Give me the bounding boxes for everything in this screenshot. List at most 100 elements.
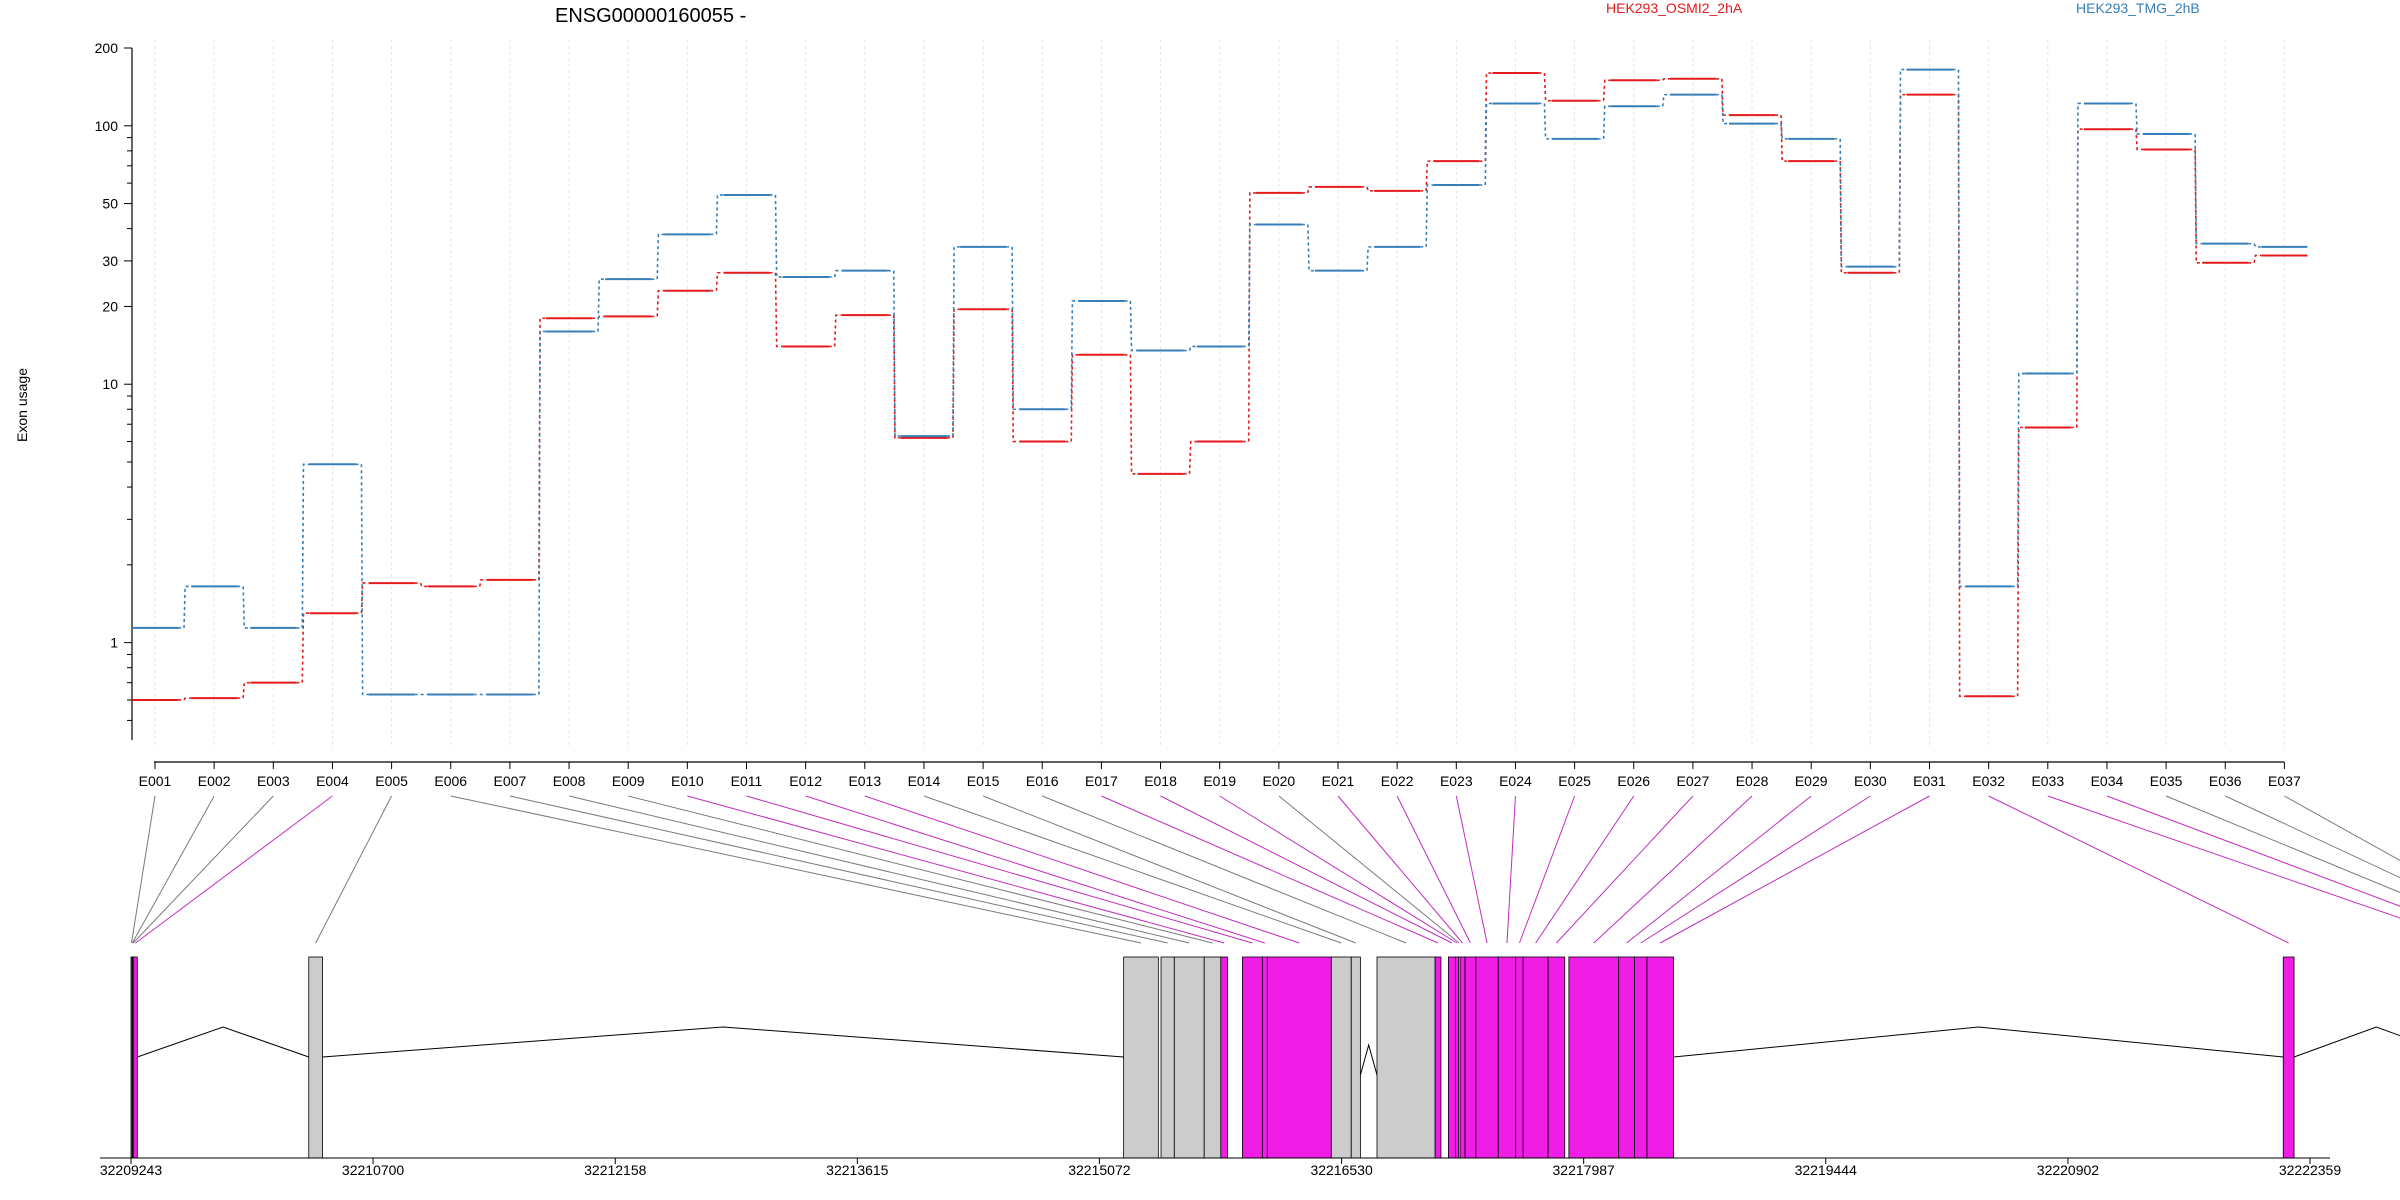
- exon-label: E007: [494, 773, 527, 789]
- exon-label: E012: [789, 773, 822, 789]
- series-connector: [1834, 138, 1848, 268]
- y-tick-label: 30: [102, 253, 118, 269]
- exon-label: E003: [257, 773, 290, 789]
- exon-block: [1522, 956, 1549, 1159]
- series-connector: [237, 585, 251, 629]
- exon-connector: [1626, 795, 1812, 944]
- intron-line: [2293, 1026, 2400, 1058]
- series-connector: [296, 463, 310, 629]
- exon-connector: [131, 795, 215, 944]
- y-tick-label: 20: [102, 298, 118, 314]
- series-connector: [1420, 184, 1434, 248]
- series-connector: [769, 271, 783, 348]
- exon-connector: [1640, 795, 1871, 944]
- series-connector: [710, 194, 724, 236]
- exon-connector: [1042, 795, 1407, 944]
- exon-block: [1634, 956, 1648, 1159]
- series-connector: [1420, 160, 1434, 192]
- exon-label: E001: [139, 773, 172, 789]
- y-tick-label: 1: [110, 635, 118, 651]
- series-connector: [1893, 93, 1907, 274]
- exon-label: E008: [553, 773, 586, 789]
- intron-line: [1673, 1026, 2284, 1058]
- exon-connector: [687, 795, 1225, 944]
- coord-label: 32217987: [1553, 1162, 1616, 1178]
- series-connector: [1893, 68, 1907, 268]
- coord-label: 32220902: [2037, 1162, 2100, 1178]
- exon-connector: [568, 795, 1190, 944]
- exon-connector: [132, 795, 274, 944]
- exon-block: [1618, 956, 1635, 1159]
- exon-block: [1434, 956, 1442, 1159]
- exon-label: E018: [1144, 773, 1177, 789]
- exon-label: E011: [731, 773, 763, 789]
- series-connector: [2248, 242, 2262, 248]
- exon-label: E036: [2209, 773, 2242, 789]
- exon-label: E019: [1203, 773, 1236, 789]
- exon-connector: [1506, 795, 1516, 944]
- exon-label: E013: [848, 773, 881, 789]
- series-connector: [2070, 128, 2084, 429]
- exon-connector: [1518, 795, 1576, 944]
- intron-line: [322, 1026, 1124, 1058]
- exon-connector: [1535, 795, 1635, 944]
- exon-connector: [450, 795, 1142, 944]
- exon-label: E021: [1322, 773, 1355, 789]
- genomic-coordinate-axis: 32209243 32210700 32212158 32213615 32215072…: [100, 1157, 2341, 1178]
- exon-block: [1475, 956, 1499, 1159]
- exon-block: [1497, 956, 1517, 1159]
- exon-label: E030: [1854, 773, 1887, 789]
- series-connector: [1538, 102, 1552, 140]
- series-connector: [2011, 372, 2025, 588]
- exon-connector: [315, 795, 393, 944]
- exon-block: [1203, 956, 1222, 1159]
- coord-label: 32210700: [342, 1162, 405, 1178]
- series-1: [132, 72, 2308, 701]
- exon-label: E006: [434, 773, 467, 789]
- exon-connector: [2165, 795, 2400, 894]
- series-connector: [473, 579, 487, 588]
- exon-label: E016: [1026, 773, 1059, 789]
- series-connector: [2070, 102, 2084, 375]
- series-connector: [1065, 300, 1079, 411]
- coord-label: 32209243: [100, 1162, 163, 1178]
- exon-connector: [1160, 795, 1453, 944]
- exon-connector: [2106, 795, 2400, 907]
- exon-connector: [1556, 795, 1694, 944]
- exon-label: E002: [198, 773, 231, 789]
- exon-label: E028: [1736, 773, 1769, 789]
- chart-title: ENSG00000160055 -: [555, 5, 746, 27]
- exon-block: [1160, 956, 1175, 1159]
- series-connector: [946, 246, 961, 437]
- series-connector: [1715, 93, 1730, 125]
- series-connector: [1183, 440, 1197, 475]
- exon-connector: [628, 795, 1213, 944]
- exon-connector: [509, 795, 1168, 944]
- exon-connector: [923, 795, 1342, 944]
- y-tick-label: 10: [102, 376, 118, 392]
- exon-label: E037: [2268, 773, 2301, 789]
- coord-label: 32215072: [1068, 1162, 1131, 1178]
- gene-model: [130, 956, 2400, 1159]
- exon-label: E022: [1381, 773, 1414, 789]
- series-connector: [1006, 246, 1020, 411]
- series-connector: [651, 233, 665, 280]
- intron-line: [137, 1026, 309, 1058]
- exon-block: [1123, 956, 1159, 1159]
- exon-connector: [1101, 795, 1439, 944]
- series-connector: [2248, 254, 2262, 264]
- exon-connector: [746, 795, 1253, 944]
- series-connector: [1479, 102, 1493, 186]
- exon-block: [1515, 956, 1524, 1159]
- exon-label: E009: [612, 773, 645, 789]
- exon-connector: [131, 795, 156, 944]
- series-connector: [1361, 246, 1375, 272]
- series-connector: [887, 269, 901, 437]
- series-connector: [414, 582, 428, 588]
- series-connector: [355, 582, 369, 614]
- exon-connector: [1988, 795, 2289, 944]
- exon-connector: [1455, 795, 1488, 944]
- coord-label: 32219444: [1795, 1162, 1858, 1178]
- exon-connector: [135, 795, 333, 944]
